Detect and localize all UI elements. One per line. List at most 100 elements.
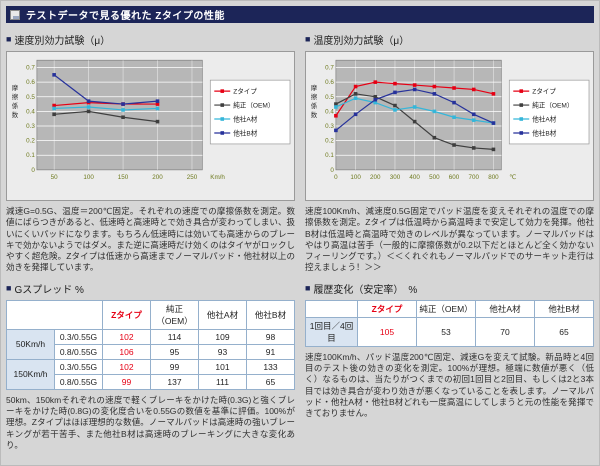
square-bullet-icon: ■ <box>6 282 12 293</box>
svg-text:Zタイプ: Zタイプ <box>233 87 257 96</box>
table-row: 50Km/h 0.3/0.55G 102 114 109 98 <box>6 328 295 360</box>
svg-text:0: 0 <box>31 167 35 174</box>
stability-note: 速度100Km/h、パッド温度200℃固定、減速Gを変えて試験。新品時と4回目の… <box>305 351 594 419</box>
table-header-cell: 50Km/h <box>6 328 55 360</box>
table-cell: 111 <box>198 373 247 390</box>
table-cell: 65 <box>246 373 295 390</box>
g-spread-table: Zタイプ 純正（OEM） 他社A材 他社B材 50Km/h 0.3/0.55G 102 114… <box>6 299 295 390</box>
svg-text:0.3: 0.3 <box>325 123 334 130</box>
table-cell: 91 <box>246 343 295 360</box>
temperature-test-column: ■ 温度別効力試験（μ） 0 0.1 0.2 0.3 0.4 0.5 0.6 0.7 0 100 2… <box>305 32 594 451</box>
table-header-cell: 他社B材 <box>246 299 295 330</box>
temperature-test-section-title: ■ 温度別効力試験（μ） <box>305 32 594 48</box>
speed-test-section-title: ■ 速度別効力試験（μ） <box>6 32 295 48</box>
stability-table: Zタイプ 純正（OEM） 他社A材 他社B材 1回目／4回目 105 53 70 65 <box>305 299 594 347</box>
table-cell: 102 <box>102 328 151 345</box>
table-header-cell: 1回目／4回目 <box>305 316 358 347</box>
table-header-row: Zタイプ 純正（OEM） 他社A材 他社B材 <box>305 299 594 318</box>
svg-text:100: 100 <box>350 174 361 181</box>
svg-text:0.7: 0.7 <box>325 65 334 72</box>
svg-text:数: 数 <box>12 110 19 119</box>
table-header-cell: Zタイプ <box>102 299 151 330</box>
svg-text:700: 700 <box>469 174 480 181</box>
table-cell: 0.8/0.55G <box>54 373 103 390</box>
svg-text:他社B材: 他社B材 <box>233 128 258 137</box>
speed-test-title-text: 速度別効力試験（μ） <box>14 36 111 47</box>
svg-text:純正（OEM）: 純正（OEM） <box>233 100 274 109</box>
svg-text:0.2: 0.2 <box>26 138 35 145</box>
table-cell: 98 <box>246 328 295 345</box>
svg-text:250: 250 <box>187 174 198 181</box>
svg-text:0.7: 0.7 <box>26 65 35 72</box>
table-row: 0.8/0.55G 99 137 111 65 <box>7 373 295 390</box>
table-cell: 106 <box>102 343 151 360</box>
table-row: 1回目／4回目 105 53 70 65 <box>305 316 594 347</box>
table-row: 150Km/h 0.3/0.55G 102 99 101 133 <box>6 358 295 390</box>
svg-text:擦: 擦 <box>12 92 19 101</box>
svg-text:摩: 摩 <box>311 83 318 92</box>
svg-text:摩: 摩 <box>12 83 19 92</box>
svg-text:0.5: 0.5 <box>26 94 35 101</box>
speed-effect-chart-svg: 0 0.1 0.2 0.3 0.4 0.5 0.6 0.7 50 100 150 200 250 Km/h… <box>12 59 291 181</box>
svg-text:100: 100 <box>83 174 94 181</box>
svg-text:0.6: 0.6 <box>26 79 35 86</box>
svg-text:150: 150 <box>118 174 129 181</box>
svg-text:0: 0 <box>334 174 338 181</box>
table-header-cell: 他社B材 <box>534 299 594 318</box>
table-cell: 101 <box>198 358 247 375</box>
table-header-cell <box>6 299 103 330</box>
table-cell: 133 <box>246 358 295 375</box>
square-bullet-icon: ■ <box>305 34 311 44</box>
table-header-cell: 他社A材 <box>198 299 247 330</box>
document-icon <box>10 9 20 20</box>
svg-text:純正（OEM）: 純正（OEM） <box>532 100 573 109</box>
temperature-test-title-text: 温度別効力試験（μ） <box>313 36 410 47</box>
table-cell: 65 <box>534 316 594 347</box>
table-cell: 137 <box>150 373 199 390</box>
temperature-effect-chart-svg: 0 0.1 0.2 0.3 0.4 0.5 0.6 0.7 0 100 200 300 400 500 60… <box>311 59 590 181</box>
table-cell: 0.3/0.55G <box>54 358 103 375</box>
svg-text:他社A材: 他社A材 <box>532 114 557 123</box>
table-header-row: Zタイプ 純正（OEM） 他社A材 他社B材 <box>6 299 295 330</box>
table-header-cell: 純正（OEM） <box>416 299 476 318</box>
table-cell: 114 <box>150 328 199 345</box>
svg-text:400: 400 <box>409 174 420 181</box>
table-cell: 93 <box>198 343 247 360</box>
svg-text:500: 500 <box>429 174 440 181</box>
table-header-cell: 他社A材 <box>475 299 535 318</box>
content-columns: ■ 速度別効力試験（μ） 0 0.1 0.2 0.3 0.4 0.5 0.6 0.7 50 100… <box>6 32 594 451</box>
speed-test-column: ■ 速度別効力試験（μ） 0 0.1 0.2 0.3 0.4 0.5 0.6 0.7 50 100… <box>6 32 295 451</box>
g-spread-title-text: Gスプレッド % <box>14 284 84 296</box>
svg-text:300: 300 <box>390 174 401 181</box>
table-cell: 0.3/0.55G <box>54 328 103 345</box>
svg-text:数: 数 <box>311 110 318 119</box>
svg-text:600: 600 <box>449 174 460 181</box>
square-bullet-icon: ■ <box>6 34 12 44</box>
svg-text:200: 200 <box>370 174 381 181</box>
svg-text:Zタイプ: Zタイプ <box>532 87 556 96</box>
table-header-cell: 純正（OEM） <box>150 299 199 330</box>
svg-text:0.3: 0.3 <box>26 123 35 130</box>
svg-text:800: 800 <box>488 174 499 181</box>
svg-text:0.4: 0.4 <box>26 108 35 115</box>
table-header-cell <box>305 299 358 318</box>
table-row: 0.8/0.55G 106 95 93 91 <box>7 343 295 360</box>
table-cell: 0.8/0.55G <box>54 343 103 360</box>
speed-effect-chart: 0 0.1 0.2 0.3 0.4 0.5 0.6 0.7 50 100 150 200 250 Km/h… <box>6 51 295 201</box>
svg-text:0.1: 0.1 <box>26 152 35 159</box>
svg-text:係: 係 <box>311 101 318 110</box>
svg-text:℃: ℃ <box>509 174 516 181</box>
svg-text:0.1: 0.1 <box>325 152 334 159</box>
table-cell: 99 <box>150 358 199 375</box>
svg-text:0: 0 <box>330 167 334 174</box>
stability-section-title: ■ 履歴変化（安定率） % <box>305 281 594 296</box>
svg-text:0.4: 0.4 <box>325 108 334 115</box>
section-header-bar: テストデータで見る優れた Zタイプの性能 <box>6 6 594 23</box>
g-spread-note: 50km、150kmそれぞれの速度で軽くブレーキをかけた時(0.3G)と強くブレ… <box>6 394 295 450</box>
svg-text:0.5: 0.5 <box>325 94 334 101</box>
svg-text:200: 200 <box>152 174 163 181</box>
table-header-cell: 150Km/h <box>6 358 55 390</box>
section-header-title: テストデータで見る優れた Zタイプの性能 <box>26 11 225 22</box>
table-header-cell: Zタイプ <box>357 299 417 318</box>
speed-test-note: 減速G=0.5G、温度＝200℃固定。それぞれの速度での摩擦係数を測定。数値にば… <box>6 206 295 273</box>
